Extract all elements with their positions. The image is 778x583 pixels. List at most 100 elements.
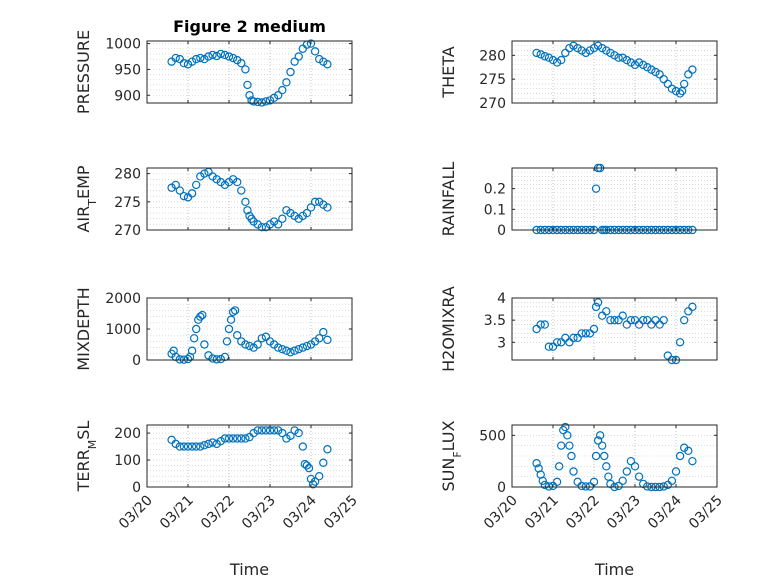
data-point: [610, 315, 619, 325]
y-tick-label: 270: [114, 223, 141, 239]
data-point: [626, 58, 636, 67]
data-point: [598, 43, 607, 53]
axes-frame: [511, 424, 718, 488]
data-point: [179, 59, 189, 68]
data-point: [680, 315, 689, 325]
data-point: [626, 315, 636, 325]
data-point: [212, 51, 221, 61]
data-point: [208, 354, 217, 363]
data-point: [639, 60, 648, 70]
data-point: [249, 97, 258, 106]
data-point: [196, 442, 205, 451]
data-point: [554, 462, 564, 471]
data-point: [667, 84, 677, 93]
data-point: [671, 86, 681, 96]
data-point: [269, 426, 279, 435]
data-point: [315, 54, 324, 64]
data-point: [216, 354, 225, 364]
data-point: [290, 57, 299, 66]
data-point: [241, 340, 250, 349]
data-point: [589, 43, 599, 53]
data-point: [183, 60, 193, 69]
data-point: [565, 441, 574, 450]
data-point: [684, 70, 693, 79]
data-point: [630, 462, 640, 471]
data-point: [548, 55, 558, 65]
y-tick-label: 0: [497, 480, 506, 496]
data-point: [310, 47, 320, 56]
subplot-5: 0 1000 2000 MIXDEPTH: [74, 287, 353, 371]
data-point: [183, 354, 193, 364]
data-point: [274, 343, 283, 352]
data-point: [639, 315, 648, 325]
subplot-2: 270 275 280 THETA: [439, 40, 718, 112]
y-tick-label: 275: [114, 195, 141, 211]
data-point: [552, 58, 562, 67]
data-point: [200, 54, 209, 64]
x-axis-label: Time: [229, 560, 269, 579]
y-axis-label: MIXDEPTH: [74, 287, 93, 370]
data-point: [688, 65, 697, 74]
data-point: [671, 467, 681, 476]
data-point: [315, 334, 324, 343]
data-point: [302, 208, 312, 218]
data-point: [626, 456, 636, 466]
data-point: [228, 53, 238, 63]
data-point: [663, 79, 673, 89]
data-point: [232, 434, 242, 443]
axes-frame: [146, 40, 353, 104]
axes-frame: [511, 40, 718, 104]
data-point: [532, 48, 541, 58]
data-point: [200, 169, 209, 178]
data-point: [175, 186, 184, 195]
data-point: [591, 451, 601, 461]
y-tick-label: 950: [114, 62, 141, 78]
data-point: [216, 49, 225, 59]
data-point: [308, 480, 318, 489]
data-point: [243, 80, 252, 90]
data-point: [257, 426, 266, 435]
data-point: [647, 65, 656, 74]
data-point: [298, 442, 307, 451]
data-point: [319, 458, 328, 467]
y-axis-label: PRESSURE: [74, 30, 93, 114]
y-axis-label: H2OMIXRA: [439, 286, 458, 372]
data-point: [544, 342, 554, 351]
data-point: [651, 67, 660, 77]
data-point: [618, 53, 627, 62]
y-tick-label: 0.1: [484, 202, 506, 218]
data-point: [237, 186, 246, 195]
data-point: [179, 442, 189, 451]
data-point: [187, 442, 197, 451]
data-point: [261, 332, 271, 341]
y-tick-label: 1000: [105, 322, 141, 338]
data-point: [257, 222, 266, 232]
data-point: [232, 177, 242, 187]
data-point: [540, 320, 550, 329]
data-point: [323, 60, 332, 69]
data-point: [557, 441, 566, 450]
data-point: [688, 302, 697, 312]
data-point: [290, 346, 299, 355]
data-point: [618, 476, 627, 485]
data-point: [561, 422, 570, 432]
data-point: [569, 41, 578, 50]
y-tick-label: 0: [132, 480, 141, 496]
data-point: [634, 472, 644, 481]
data-point: [659, 315, 668, 325]
data-point: [675, 451, 685, 461]
data-point: [577, 329, 586, 338]
data-point: [278, 428, 287, 438]
data-point: [532, 459, 541, 468]
data-point: [171, 53, 180, 63]
data-point: [593, 298, 603, 307]
data-point: [286, 348, 295, 357]
data-point: [655, 70, 664, 79]
data-point: [552, 338, 562, 347]
data-point: [278, 85, 287, 95]
data-point: [567, 451, 576, 461]
data-point: [237, 434, 246, 443]
data-point: [241, 197, 250, 207]
data-point: [675, 89, 685, 98]
